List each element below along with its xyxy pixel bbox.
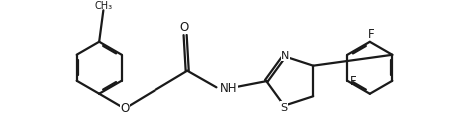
Text: F: F [368,27,374,40]
Text: S: S [280,102,288,112]
Text: F: F [350,75,357,88]
Text: N: N [281,51,289,61]
Text: O: O [179,21,189,34]
Text: CH₃: CH₃ [94,1,113,11]
Text: O: O [121,101,130,114]
Text: NH: NH [220,81,237,94]
